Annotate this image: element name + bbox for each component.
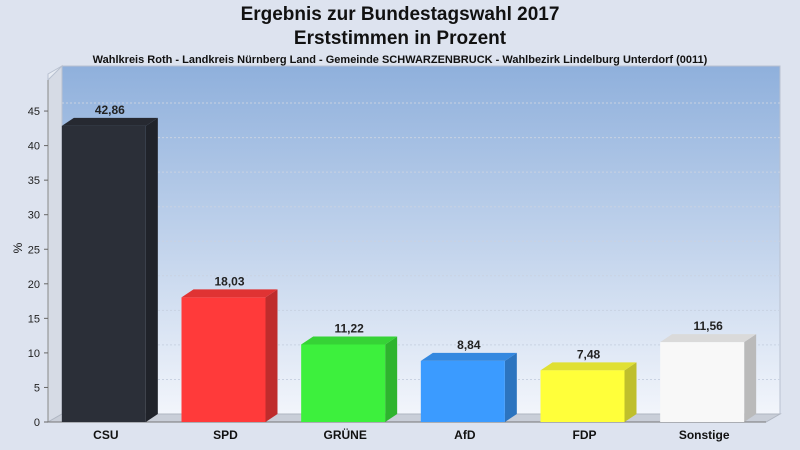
data-label: 18,03: [214, 274, 244, 288]
bar-top: [181, 289, 278, 298]
bar-csu: [61, 125, 146, 422]
data-label: 42,86: [95, 103, 125, 117]
x-tick-label: SPD: [213, 428, 238, 442]
y-tick-label: 10: [28, 348, 40, 360]
y-tick-label: 35: [28, 175, 40, 187]
bar-sonstige: [660, 342, 745, 422]
bar-side: [624, 362, 637, 422]
bar-side: [265, 289, 278, 422]
bar-fdp: [540, 370, 625, 422]
data-label: 11,22: [334, 321, 364, 335]
x-tick-label: FDP: [573, 428, 597, 442]
district-label: Wahlkreis Roth - Landkreis Nürnberg Land…: [92, 54, 708, 66]
x-tick-label: GRÜNE: [323, 427, 366, 442]
bar-side: [145, 117, 158, 422]
y-tick-label: 45: [28, 106, 40, 118]
x-tick-label: AfD: [454, 428, 476, 442]
chart-subtitle: Erststimmen in Prozent: [293, 28, 507, 49]
y-tick-label: 40: [28, 141, 40, 153]
y-axis-label: %: [11, 242, 25, 253]
data-label: 7,48: [577, 347, 601, 361]
bar-spd: [181, 297, 266, 422]
bar-top: [61, 117, 158, 126]
plot-side-wall: [47, 64, 63, 423]
bar-grüne: [301, 344, 386, 422]
bar-side: [504, 352, 517, 422]
y-tick-label: 5: [34, 382, 40, 394]
bar-side: [385, 336, 398, 422]
bar-top: [420, 352, 517, 361]
y-tick-label: 0: [34, 417, 40, 429]
data-label: 11,56: [693, 319, 723, 333]
bar-top: [660, 334, 757, 343]
data-label: 8,84: [457, 338, 481, 352]
y-tick-label: 15: [28, 313, 40, 325]
chart-title: Ergebnis zur Bundestagswahl 2017: [240, 4, 560, 25]
y-tick-label: 20: [28, 279, 40, 291]
y-tick-label: 25: [28, 244, 40, 256]
y-tick-label: 30: [28, 210, 40, 222]
bar-side: [744, 334, 757, 422]
bar-top: [301, 336, 398, 345]
bar-afd: [420, 360, 505, 422]
x-tick-label: Sonstige: [679, 428, 730, 442]
bar-top: [540, 362, 637, 371]
x-tick-label: CSU: [93, 428, 118, 442]
